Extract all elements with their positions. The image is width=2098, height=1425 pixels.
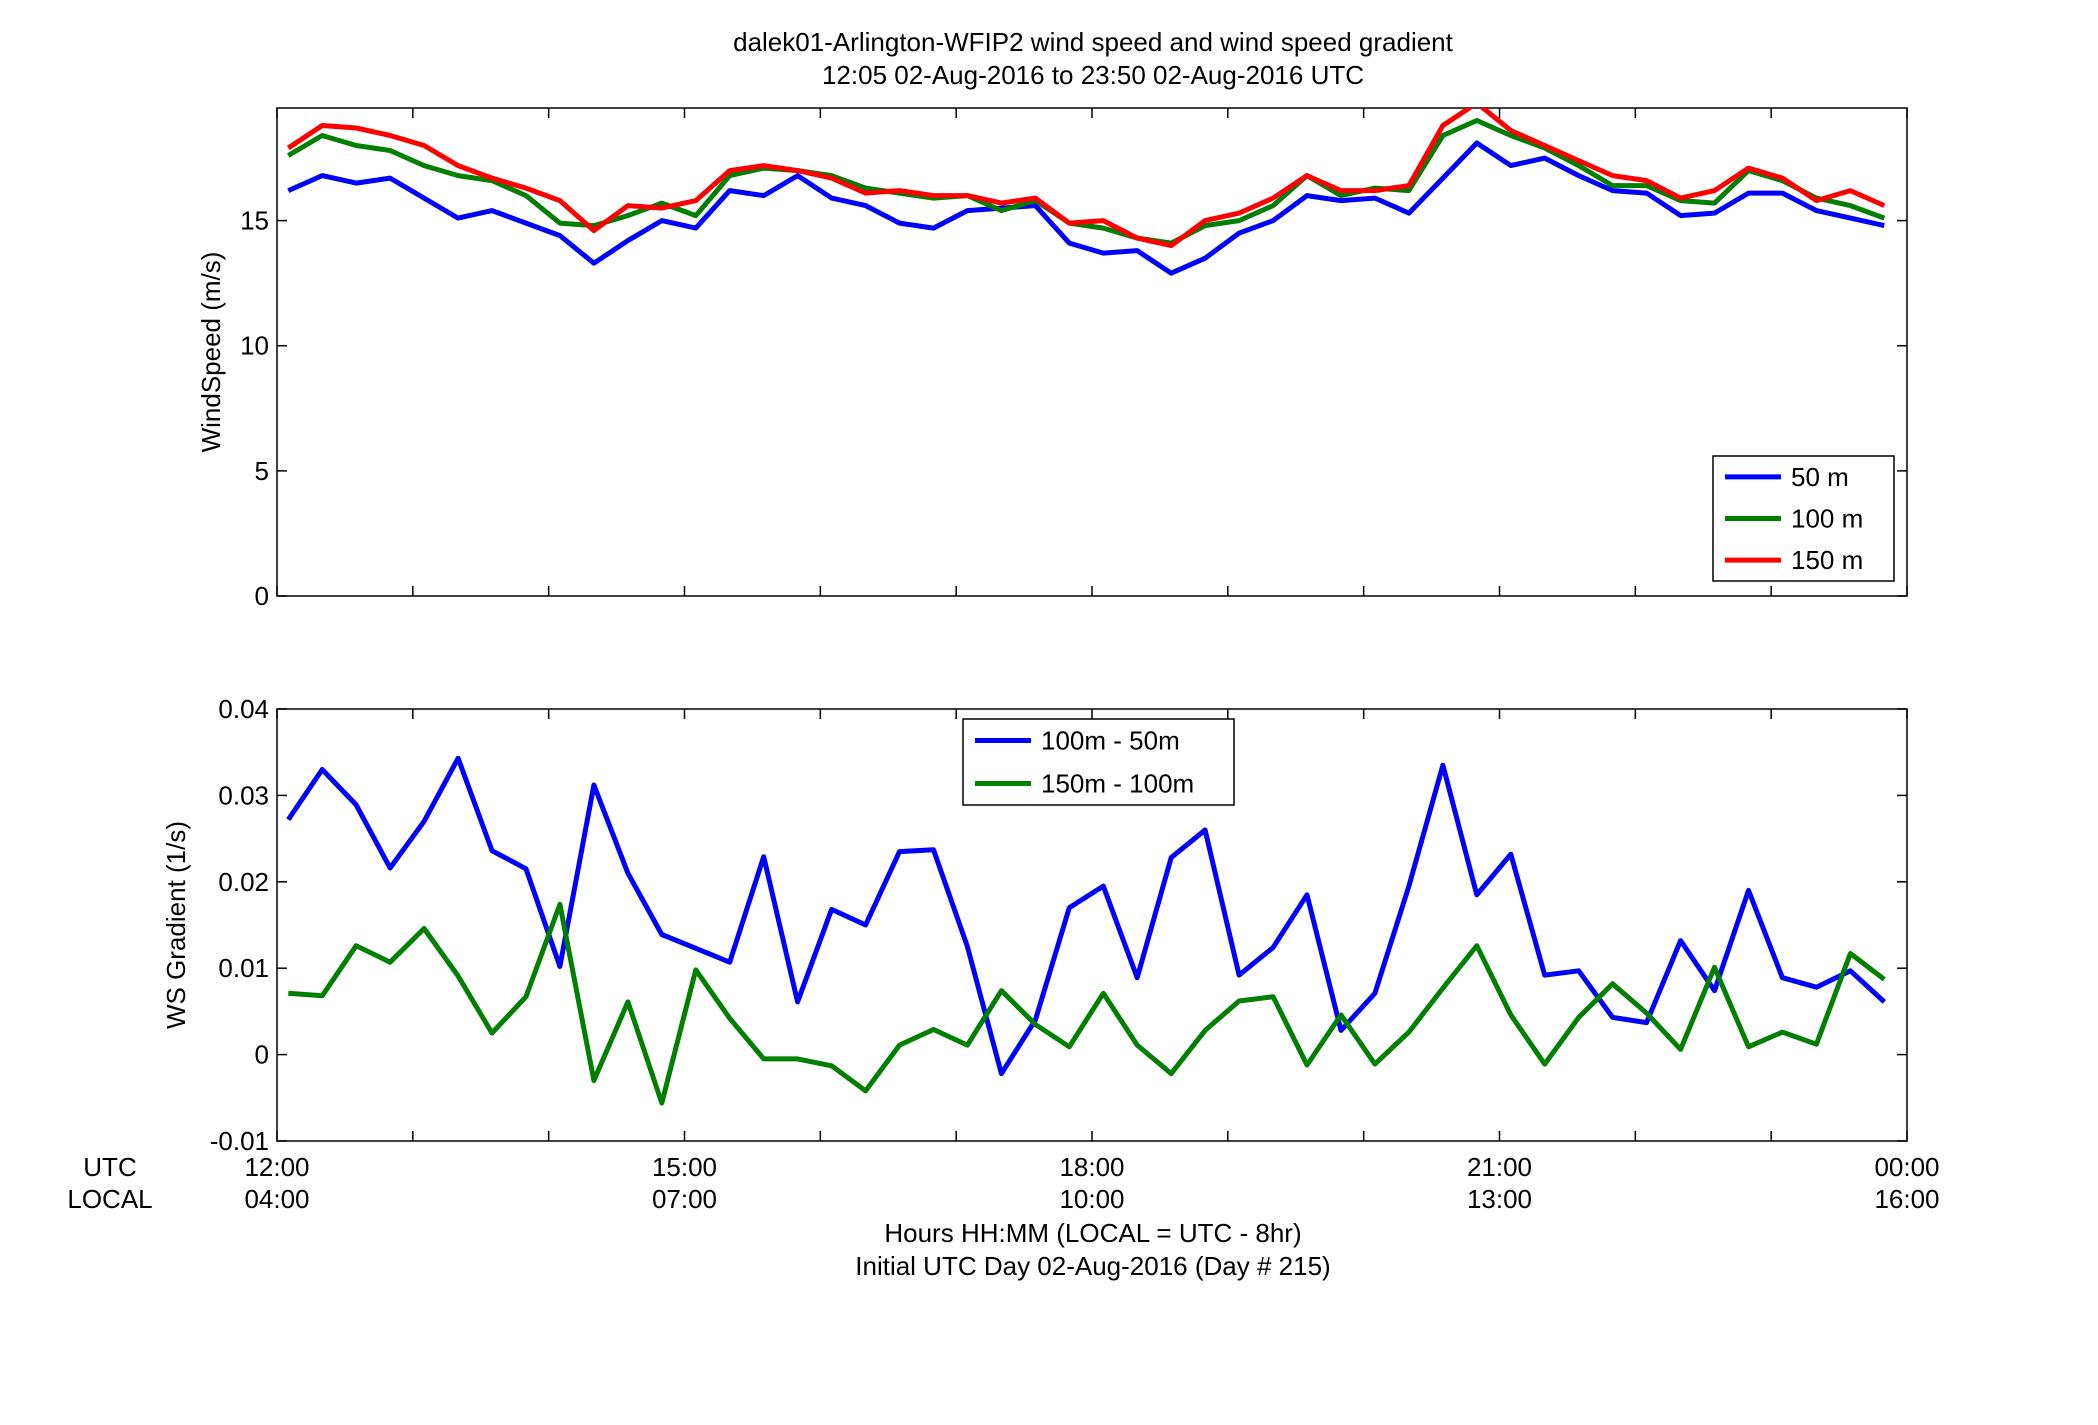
gradient-y-tick-label: 0.04 xyxy=(218,694,269,724)
gradient-y-tick-label: -0.01 xyxy=(210,1126,269,1156)
gradient-y-tick-label: 0 xyxy=(255,1040,269,1070)
x-axis-label-line-2: Initial UTC Day 02-Aug-2016 (Day # 215) xyxy=(855,1251,1330,1281)
windspeed-y-tick-label: 10 xyxy=(240,331,269,361)
gradient-legend-label: 100m - 50m xyxy=(1041,726,1180,756)
utc-row-label: UTC xyxy=(83,1152,136,1182)
local-tick-label: 16:00 xyxy=(1874,1184,1939,1214)
gradient-series-line-1 xyxy=(286,755,1886,1077)
windspeed-y-tick-label: 0 xyxy=(255,581,269,611)
windspeed-plot-frame xyxy=(276,107,1908,597)
windspeed-legend-label: 100 m xyxy=(1791,504,1863,534)
local-tick-label: 13:00 xyxy=(1467,1184,1532,1214)
windspeed-series-line-2 xyxy=(287,118,1886,246)
utc-tick-label: 12:00 xyxy=(244,1152,309,1182)
windspeed-legend: 50 m 100 m 150 m xyxy=(1712,455,1895,582)
gradient-legend: 100m - 50m 150m - 100m xyxy=(962,718,1235,806)
windspeed-legend-label: 150 m xyxy=(1791,545,1863,575)
utc-tick-label: 18:00 xyxy=(1059,1152,1124,1182)
gradient-y-tick-label: 0.01 xyxy=(218,953,269,983)
gradient-series-line-2 xyxy=(288,901,1886,1106)
gradient-legend-label: 150m - 100m xyxy=(1041,769,1194,799)
windspeed-series-line-3 xyxy=(286,108,1886,249)
local-tick-label: 10:00 xyxy=(1059,1184,1124,1214)
windspeed-y-tick-label: 15 xyxy=(240,206,269,236)
gradient-panel: WS Gradient (1/s) -0.01 0 0.01 0.02 0.03 0.04… xyxy=(161,694,1908,1156)
x-axis-label-line-1: Hours HH:MM (LOCAL = UTC - 8hr) xyxy=(884,1218,1301,1248)
gradient-y-tick-label: 0.02 xyxy=(218,867,269,897)
gradient-y-axis-label: WS Gradient (1/s) xyxy=(161,821,191,1029)
gradient-legend-box xyxy=(962,718,1235,806)
windspeed-series-line-1 xyxy=(287,140,1885,276)
local-row-label: LOCAL xyxy=(67,1184,152,1214)
gradient-y-tick-label: 0.03 xyxy=(218,780,269,810)
windspeed-legend-label: 50 m xyxy=(1791,462,1849,492)
local-tick-label: 04:00 xyxy=(244,1184,309,1214)
chart-title-line-2: 12:05 02-Aug-2016 to 23:50 02-Aug-2016 U… xyxy=(822,60,1364,90)
windspeed-panel: WindSpeed (m/s) 0 5 10 15 50 m 100 m 150 m xyxy=(196,107,1908,611)
utc-tick-label: 15:00 xyxy=(652,1152,717,1182)
utc-tick-label: 21:00 xyxy=(1467,1152,1532,1182)
windspeed-y-tick-label: 5 xyxy=(255,456,269,486)
chart-title-line-1: dalek01-Arlington-WFIP2 wind speed and w… xyxy=(733,27,1454,57)
windspeed-y-axis-label: WindSpeed (m/s) xyxy=(196,252,226,453)
local-tick-label: 07:00 xyxy=(652,1184,717,1214)
utc-tick-label: 00:00 xyxy=(1874,1152,1939,1182)
